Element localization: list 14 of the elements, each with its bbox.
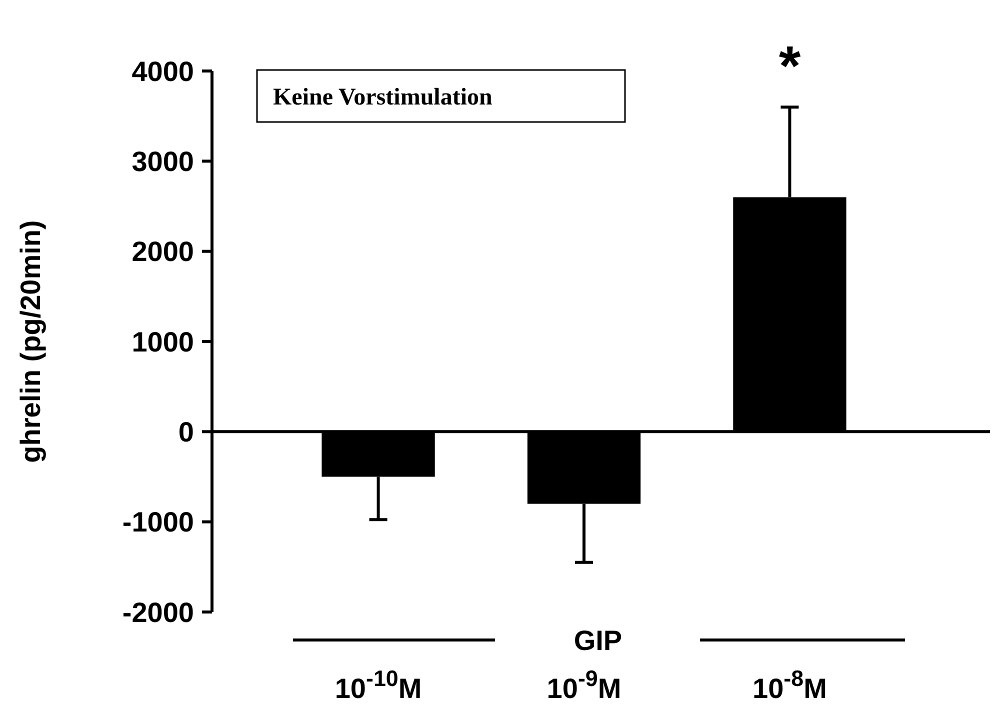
x-tick-label: 10$^{-9}$M bbox=[546, 666, 622, 704]
y-tick-label: -1000 bbox=[122, 506, 194, 538]
text: GIP bbox=[574, 624, 622, 656]
y-tick-label: 3000 bbox=[132, 146, 194, 177]
x-tick-label: 10$^{-10}$M bbox=[334, 666, 422, 704]
annotation: * bbox=[778, 34, 801, 98]
y-axis-title: ghrelin (pg/20min) bbox=[15, 220, 46, 463]
y-tick-label: 4000 bbox=[132, 56, 194, 87]
annotation: Keine Vorstimulation bbox=[273, 84, 492, 110]
y-tick-label: -2000 bbox=[122, 596, 194, 628]
y-tick-label: 2000 bbox=[132, 236, 194, 268]
y-tick-label: 1000 bbox=[132, 326, 194, 358]
y-tick-label: 0 bbox=[178, 416, 194, 448]
x-tick-label: 10$^{-8}$M bbox=[752, 666, 827, 704]
